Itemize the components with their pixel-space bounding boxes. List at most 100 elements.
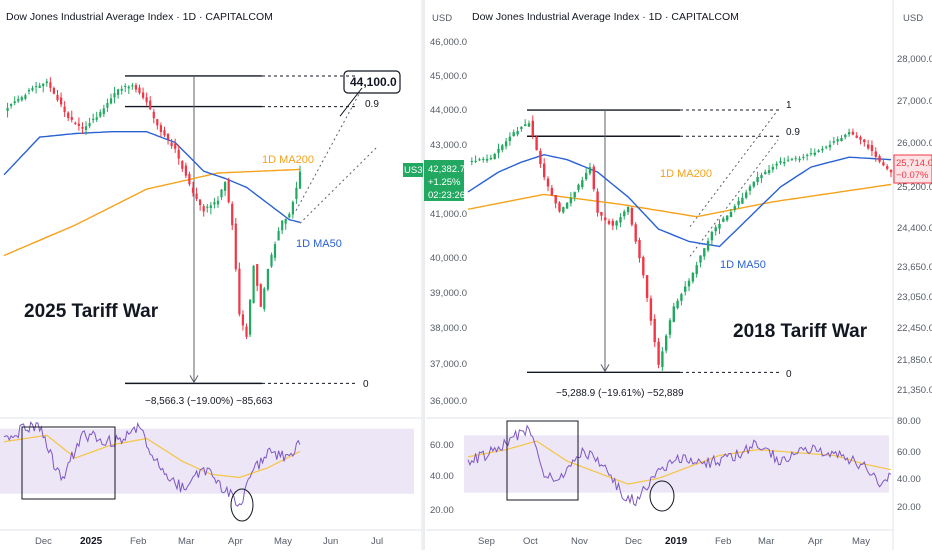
right-candle-body — [798, 158, 801, 161]
left-candle-body — [142, 92, 145, 98]
right-x-tick: Oct — [523, 536, 538, 547]
right-rsi-ma-line — [467, 440, 892, 485]
right-x-tick: Nov — [571, 536, 588, 547]
right-candle-body — [886, 166, 889, 169]
left-candle-body — [138, 87, 141, 93]
left-candle-body — [263, 288, 266, 309]
right-candle-body — [847, 132, 851, 135]
left-candle-body — [156, 119, 159, 126]
left-candle-body — [163, 130, 166, 136]
left-candle-body — [102, 108, 105, 114]
left-y-tick: 41,000.0 — [430, 209, 467, 220]
left-candle-body — [245, 326, 248, 337]
right-candle-body — [691, 273, 695, 282]
right-candle-body — [790, 159, 794, 161]
right-y-tick: 23,050.0 — [897, 292, 932, 303]
left-annotation-title: 2025 Tariff War — [24, 301, 159, 322]
right-y-axis: 28,000.0 27,000.0 26,000.0 25,200.0 24,4… — [897, 54, 932, 396]
right-candle-body — [550, 187, 554, 196]
left-fib-label-0.9: 0.9 — [365, 99, 379, 110]
right-candle-body — [665, 335, 668, 351]
left-candle-body — [145, 97, 148, 103]
left-candle-body — [42, 83, 45, 87]
right-candle-body — [661, 351, 664, 368]
left-candle-body — [6, 107, 9, 111]
left-candle-body — [81, 126, 84, 129]
left-ma50-label: 1D MA50 — [296, 238, 342, 250]
right-candle-body — [775, 163, 778, 166]
left-candle-body — [270, 254, 273, 267]
right-candle-body — [840, 138, 843, 142]
left-candle-body — [74, 122, 77, 125]
left-candle-body — [20, 97, 23, 101]
right-candle-body — [619, 217, 622, 223]
right-ma200-line — [467, 183, 892, 218]
right-candle-body — [726, 215, 729, 221]
right-candle-body — [482, 158, 485, 160]
left-y-tick: 43,000.0 — [430, 140, 467, 151]
left-candle-body — [234, 223, 237, 270]
right-y-tick: 21,350.0 — [897, 385, 932, 396]
left-symbol-tag-bg — [403, 163, 423, 177]
right-candle-body — [741, 197, 744, 204]
left-candle-body — [124, 86, 127, 87]
right-candle-body — [543, 163, 546, 178]
left-candle-body — [24, 95, 27, 99]
left-candle-body — [252, 265, 255, 304]
right-candle-body — [638, 239, 641, 259]
right-rsi-tick: 20.00 — [897, 502, 921, 513]
right-price-badge: 25,714.0 −0.07% — [893, 154, 932, 184]
left-candle-body — [273, 244, 277, 258]
right-candle-body — [531, 120, 534, 136]
left-candle-body — [60, 97, 63, 105]
left-candle-body — [202, 206, 205, 212]
right-candle-body — [474, 160, 477, 162]
left-candle-body — [49, 82, 52, 88]
left-symbol-header[interactable]: Dow Jones Industrial Average Index · 1D … — [6, 11, 273, 23]
right-candle-body — [634, 224, 637, 242]
right-candle-body — [878, 156, 881, 162]
right-candle-body — [767, 170, 771, 174]
right-candle-body — [764, 171, 767, 174]
left-candle-body — [281, 220, 284, 231]
left-candle-body — [199, 199, 202, 205]
right-candle-body — [535, 136, 538, 151]
right-y-tick: 28,000.0 — [897, 54, 932, 65]
right-candle-body — [813, 152, 816, 155]
right-candle-body — [714, 227, 717, 232]
right-candle-body — [855, 135, 858, 138]
right-candle-body — [611, 220, 614, 226]
right-y-tick: 26,000.0 — [897, 138, 932, 149]
right-rsi-line — [467, 424, 892, 507]
left-price-change: +1.25% — [428, 177, 461, 188]
left-candle-body — [88, 123, 91, 127]
left-projection-line — [299, 145, 379, 224]
left-y-tick: 39,000.0 — [430, 288, 467, 299]
left-candle-body — [277, 230, 280, 241]
right-candle-body — [657, 341, 660, 365]
left-last-price: 42,382.7 — [428, 164, 465, 175]
left-candle-body — [291, 201, 294, 215]
left-ma200-line — [3, 168, 301, 257]
right-symbol-header[interactable]: Dow Jones Industrial Average Index · 1D … — [472, 11, 739, 23]
right-candle-body — [733, 206, 736, 210]
left-candle-body — [216, 200, 220, 205]
left-candle-body — [99, 112, 102, 117]
right-candle-body — [607, 221, 611, 224]
left-fib-label-0: 0 — [363, 379, 369, 390]
right-candle-body — [687, 280, 691, 287]
right-candle-body — [623, 211, 626, 217]
right-candle-body — [565, 202, 569, 209]
left-target-callout[interactable]: 44,100.0 — [343, 70, 401, 94]
left-target-pointer — [339, 87, 363, 117]
right-candle-body — [760, 175, 763, 179]
left-candle-body — [170, 142, 173, 147]
right-fib-label-0.9: 0.9 — [786, 127, 800, 138]
right-x-tick: 2019 — [665, 536, 688, 547]
left-candle-body — [259, 284, 262, 307]
right-candle-body — [516, 131, 519, 135]
right-candle-body — [718, 223, 721, 229]
right-candle-body — [562, 207, 565, 213]
left-candle-body — [70, 117, 73, 120]
